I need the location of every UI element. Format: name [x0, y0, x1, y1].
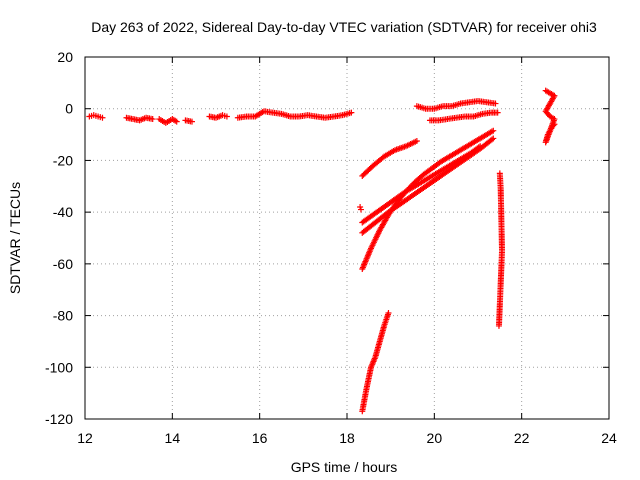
x-tick-label: 20: [427, 430, 443, 446]
y-tick-label: 0: [65, 101, 73, 117]
plot-frame: [84, 56, 610, 420]
y-tick-label: 20: [57, 49, 73, 65]
data-point-marker: [348, 109, 355, 116]
y-tick-label: -40: [53, 204, 73, 220]
data-series-12: [359, 135, 497, 236]
data-series-5: [206, 112, 230, 121]
data-series-2: [123, 114, 156, 124]
y-tick-label: -60: [53, 256, 73, 272]
data-point-marker: [385, 309, 392, 316]
x-tick-label: 14: [165, 430, 181, 446]
data-point-marker: [551, 121, 558, 128]
data-series-10: [357, 203, 364, 213]
data-point-marker: [490, 135, 497, 142]
data-series-11: [359, 143, 484, 226]
data-series-16: [542, 87, 558, 146]
x-tick-label: 12: [77, 430, 93, 446]
x-tick-label: 16: [252, 430, 268, 446]
data-series-3: [156, 116, 180, 126]
data-point-marker: [149, 116, 156, 123]
x-tick-labels: 12 14 16 18 20 22 24: [77, 430, 617, 446]
data-point-marker: [488, 136, 495, 143]
data-point-marker: [223, 113, 230, 120]
grid-lines: [85, 57, 609, 419]
data-series-15: [495, 170, 506, 329]
y-tick-label: -100: [45, 359, 73, 375]
y-tick-labels: 20 0 -20 -40 -60 -80 -100 -120: [45, 49, 73, 427]
data-point-marker: [173, 118, 180, 125]
data-series-13: [359, 127, 497, 273]
data-series-6: [234, 108, 355, 121]
y-tick-label: -120: [45, 411, 73, 427]
x-axis-label: GPS time / hours: [291, 459, 398, 475]
data-point-marker: [495, 322, 502, 329]
data-point-marker: [413, 138, 420, 145]
data-series-1: [86, 112, 106, 121]
x-tick-label: 22: [514, 430, 530, 446]
y-axis-label: SDTVAR / TECUs: [7, 182, 23, 294]
data-points: [86, 87, 558, 415]
x-tick-label: 18: [339, 430, 355, 446]
data-point-marker: [494, 109, 501, 116]
data-series-8: [426, 109, 501, 124]
data-series-14: [359, 309, 392, 415]
x-tick-label: 24: [601, 430, 617, 446]
y-tick-label: -20: [53, 152, 73, 168]
data-point-marker: [492, 100, 499, 107]
data-series-9: [359, 138, 420, 179]
data-point-marker: [99, 114, 106, 121]
data-point-marker: [550, 122, 557, 129]
data-series-7: [413, 97, 499, 112]
data-point-marker: [490, 127, 497, 134]
chart-title: Day 263 of 2022, Sidereal Day-to-day VTE…: [91, 19, 597, 35]
data-point-marker: [188, 118, 195, 125]
y-tick-label: -80: [53, 308, 73, 324]
data-point-marker: [357, 206, 364, 213]
data-series-4: [182, 117, 195, 125]
